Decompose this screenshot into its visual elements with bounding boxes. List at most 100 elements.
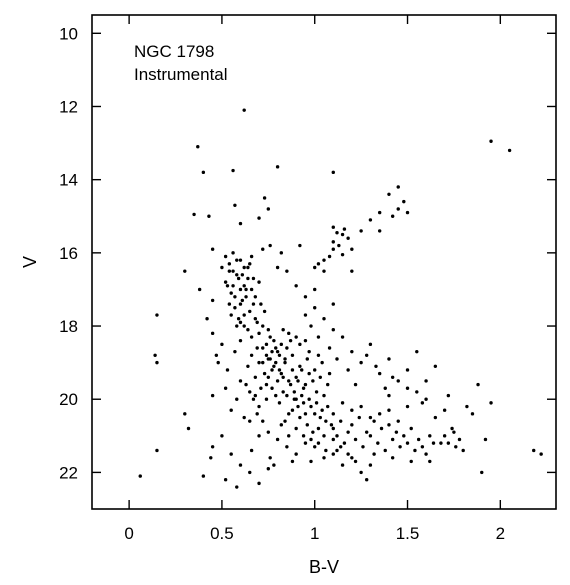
scatter-point: [242, 313, 246, 317]
scatter-point: [253, 393, 258, 398]
scatter-point: [377, 210, 382, 215]
scatter-point: [350, 423, 354, 427]
scatter-point: [240, 273, 245, 277]
scatter-point: [285, 445, 289, 449]
scatter-point: [428, 459, 432, 464]
scatter-point: [277, 401, 282, 405]
y-tick-label: 22: [59, 463, 78, 482]
scatter-point: [311, 379, 315, 383]
scatter-point: [290, 459, 295, 464]
scatter-point: [238, 258, 243, 262]
x-tick-label: 0.5: [210, 524, 234, 543]
scatter-point: [390, 456, 395, 460]
scatter-point: [316, 353, 321, 358]
scatter-point: [331, 412, 335, 416]
scatter-point: [424, 397, 428, 401]
scatter-point: [229, 452, 233, 456]
scatter-point: [322, 269, 326, 273]
scatter-point: [342, 227, 347, 231]
scatter-point: [340, 232, 345, 237]
scatter-point: [261, 346, 265, 350]
scatter-point: [331, 327, 335, 332]
data-points: [138, 108, 543, 489]
x-tick-label: 0: [124, 524, 133, 543]
scatter-point: [220, 265, 224, 270]
scatter-point: [346, 452, 350, 456]
scatter-point: [238, 320, 243, 325]
scatter-point: [197, 287, 202, 292]
scatter-point: [377, 229, 382, 233]
scatter-point: [270, 368, 274, 372]
scatter-point: [359, 229, 363, 233]
scatter-point: [339, 445, 343, 449]
scatter-point: [249, 448, 254, 453]
scatter-point: [335, 448, 339, 453]
scatter-point: [231, 251, 235, 255]
scatter-point: [489, 139, 493, 143]
chart-annotation-title: NGC 1798: [134, 42, 214, 61]
scatter-point: [207, 214, 211, 218]
scatter-point: [270, 349, 274, 354]
scatter-point: [350, 269, 354, 273]
scatter-point: [261, 360, 265, 365]
scatter-point: [238, 463, 243, 467]
scatter-point: [257, 481, 261, 486]
scatter-point: [350, 408, 354, 412]
scatter-point: [409, 426, 413, 431]
scatter-point: [261, 419, 265, 423]
scatter-point: [301, 386, 306, 390]
scatter-point: [186, 426, 191, 431]
y-tick-label: 16: [59, 244, 78, 263]
scatter-point: [223, 478, 228, 482]
scatter-point: [223, 254, 228, 259]
scatter-point: [246, 276, 250, 281]
scatter-point: [396, 207, 400, 211]
scatter-point: [346, 236, 350, 240]
scatter-point: [270, 386, 274, 390]
scatter-point: [322, 393, 326, 398]
scatter-point: [327, 254, 332, 259]
scatter-point: [409, 459, 413, 464]
scatter-point: [476, 382, 480, 387]
scatter-point: [223, 386, 228, 390]
scatter-point: [340, 335, 345, 339]
scatter-point: [210, 298, 215, 303]
scatter-point: [532, 448, 536, 453]
scatter-point: [205, 317, 209, 321]
scatter-point: [266, 467, 271, 471]
scatter-point: [346, 368, 350, 372]
scatter-point: [279, 342, 284, 347]
scatter-point: [192, 212, 196, 217]
scatter-point: [374, 364, 378, 368]
scatter-point: [396, 419, 400, 423]
axis-ticks: [92, 15, 556, 509]
scatter-point: [331, 240, 335, 244]
scatter-point: [249, 287, 254, 292]
scatter-point: [377, 412, 382, 416]
scatter-point: [405, 404, 410, 409]
scatter-point: [364, 430, 369, 434]
scatter-point: [303, 313, 308, 317]
scatter-point: [331, 437, 335, 442]
scatter-point: [257, 331, 261, 336]
scatter-point: [262, 309, 267, 314]
scatter-point: [316, 262, 321, 266]
scatter-point: [266, 357, 271, 361]
scatter-point: [255, 320, 259, 325]
scatter-point: [281, 390, 285, 394]
scatter-point: [259, 386, 263, 390]
scatter-point: [236, 317, 241, 321]
scatter-point: [402, 199, 406, 204]
scatter-point: [331, 302, 335, 306]
scatter-point: [266, 375, 271, 379]
scatter-point: [368, 342, 373, 347]
scatter-point: [383, 386, 387, 390]
scatter-point: [210, 331, 215, 336]
scatter-point: [275, 265, 280, 270]
scatter-point: [238, 338, 243, 343]
x-axis-title: B-V: [309, 557, 339, 577]
scatter-point: [210, 393, 215, 398]
scatter-point: [294, 375, 298, 379]
scatter-point: [227, 262, 232, 266]
scatter-point: [309, 324, 313, 328]
